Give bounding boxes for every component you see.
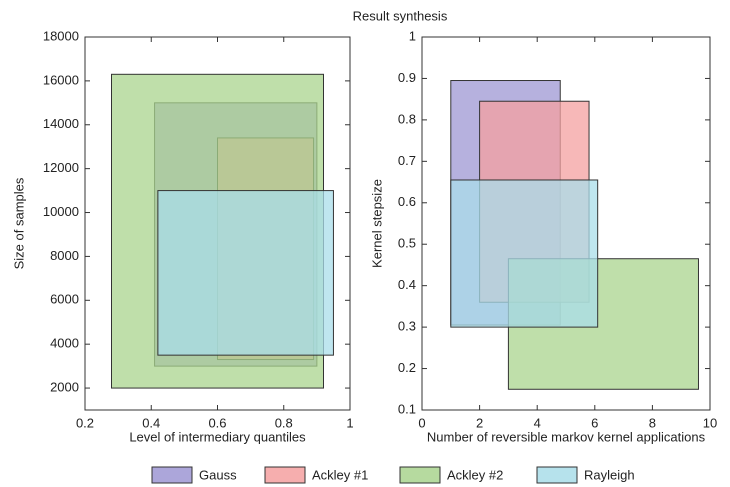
y-tick-label: 0.9 xyxy=(398,70,416,85)
y-axis-label: Kernel stepsize xyxy=(369,179,384,268)
y-axis-label: Size of samples xyxy=(11,177,26,269)
y-tick-label: 0.7 xyxy=(398,153,416,168)
legend-label: Ackley #1 xyxy=(312,467,368,482)
x-axis-label: Number of reversible markov kernel appli… xyxy=(427,429,706,444)
x-axis-label: Level of intermediary quantiles xyxy=(129,429,306,444)
x-tick-label: 10 xyxy=(703,415,717,430)
chart-title: Result synthesis xyxy=(353,8,448,23)
x-tick-label: 4 xyxy=(534,415,541,430)
y-tick-label: 0.4 xyxy=(398,277,416,292)
range-box xyxy=(157,190,334,356)
y-tick-label: 0.6 xyxy=(398,194,416,209)
x-tick-label: 6 xyxy=(591,415,598,430)
legend-swatch xyxy=(399,466,441,484)
x-tick-label: 1 xyxy=(346,415,353,430)
y-tick-label: 14000 xyxy=(43,116,79,131)
x-tick-label: 0.6 xyxy=(208,415,226,430)
y-tick-label: 0.3 xyxy=(398,319,416,334)
y-tick-label: 10000 xyxy=(43,204,79,219)
y-tick-label: 6000 xyxy=(50,292,79,307)
y-tick-label: 1 xyxy=(409,28,416,43)
y-tick-label: 16000 xyxy=(43,72,79,87)
legend-label: Ackley #2 xyxy=(447,467,503,482)
y-tick-label: 2000 xyxy=(50,379,79,394)
x-tick-label: 0.2 xyxy=(76,415,94,430)
x-tick-label: 0.4 xyxy=(142,415,160,430)
y-tick-label: 0.8 xyxy=(398,111,416,126)
y-tick-label: 0.1 xyxy=(398,401,416,416)
plot-frame xyxy=(421,36,711,411)
legend-swatch xyxy=(264,466,306,484)
x-tick-label: 8 xyxy=(649,415,656,430)
y-tick-label: 18000 xyxy=(43,28,79,43)
x-tick-label: 2 xyxy=(476,415,483,430)
y-tick-label: 4000 xyxy=(50,336,79,351)
y-tick-label: 8000 xyxy=(50,248,79,263)
x-tick-label: 0.8 xyxy=(275,415,293,430)
legend-label: Gauss xyxy=(199,467,237,482)
y-tick-label: 12000 xyxy=(43,160,79,175)
legend-label: Rayleigh xyxy=(584,467,635,482)
y-tick-label: 0.2 xyxy=(398,360,416,375)
legend-swatch xyxy=(151,466,193,484)
range-box xyxy=(450,179,599,328)
x-tick-label: 0 xyxy=(418,415,425,430)
y-tick-label: 0.5 xyxy=(398,236,416,251)
legend-swatch xyxy=(536,466,578,484)
